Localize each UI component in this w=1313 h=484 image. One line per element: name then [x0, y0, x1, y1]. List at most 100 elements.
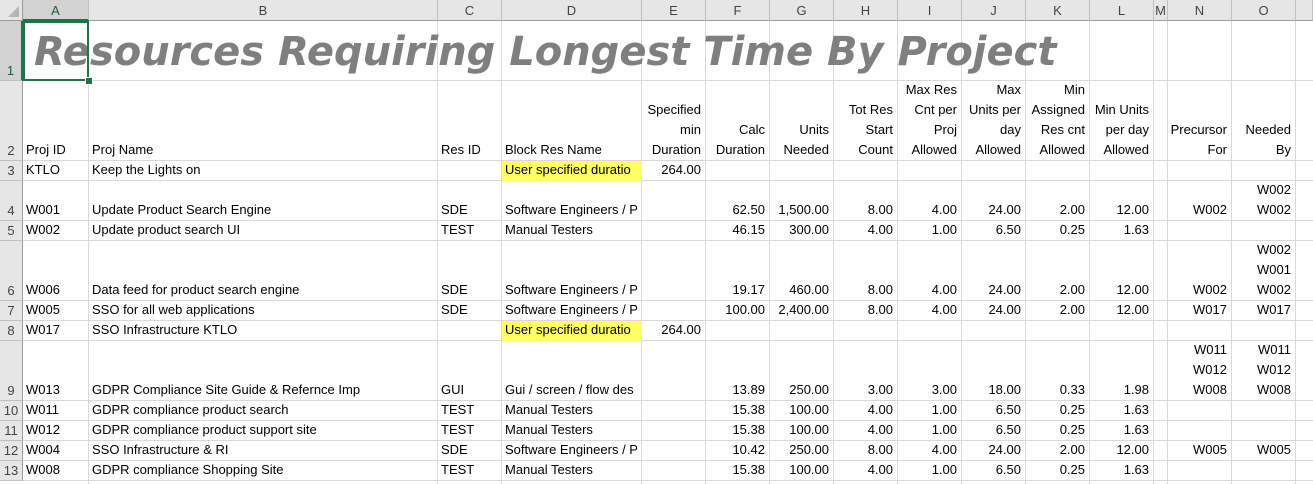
cell-e3[interactable]: 264.00 — [642, 161, 706, 181]
cell-a12[interactable]: W004 — [23, 441, 89, 461]
cell-a7[interactable]: W005 — [23, 301, 89, 321]
cell-l9[interactable]: 1.98 — [1090, 341, 1154, 401]
cell-j4[interactable]: 24.00 — [962, 181, 1026, 221]
select-all-corner[interactable] — [0, 0, 23, 21]
cell-f5[interactable]: 46.15 — [706, 221, 770, 241]
cell-i7[interactable]: 4.00 — [898, 301, 962, 321]
cell-d4[interactable]: Software Engineers / P — [502, 181, 642, 221]
row-header-1[interactable]: 1 — [0, 21, 23, 81]
cell-f12[interactable]: 10.42 — [706, 441, 770, 461]
cell-n9[interactable]: W011 W012 W008 — [1168, 341, 1232, 401]
cell-m2[interactable] — [1154, 81, 1168, 161]
cell-a6[interactable]: W006 — [23, 241, 89, 301]
cell-i11[interactable]: 1.00 — [898, 421, 962, 441]
cell-d3[interactable]: User specified duratio — [502, 161, 642, 181]
cell-c4[interactable]: SDE — [438, 181, 502, 221]
column-header-a[interactable]: A — [23, 0, 89, 21]
cell-l4[interactable]: 12.00 — [1090, 181, 1154, 221]
cell-h13[interactable]: 4.00 — [834, 461, 898, 481]
cell-h5[interactable]: 4.00 — [834, 221, 898, 241]
cell-g5[interactable]: 300.00 — [770, 221, 834, 241]
cell-d10[interactable]: Manual Testers — [502, 401, 642, 421]
cell-j5[interactable]: 6.50 — [962, 221, 1026, 241]
cell-j2[interactable]: Max Units per day Allowed — [962, 81, 1026, 161]
cell-a9[interactable]: W013 — [23, 341, 89, 401]
cell-h7[interactable]: 8.00 — [834, 301, 898, 321]
cell-b7[interactable]: SSO for all web applications — [89, 301, 438, 321]
column-header-e[interactable]: E — [642, 0, 706, 21]
cell-b3[interactable]: Keep the Lights on — [89, 161, 438, 181]
cell-k9[interactable]: 0.33 — [1026, 341, 1090, 401]
row-header-13[interactable]: 13 — [0, 461, 23, 481]
column-header-h[interactable]: H — [834, 0, 898, 21]
cell-n2[interactable]: Precursor For — [1168, 81, 1232, 161]
cell-i9[interactable]: 3.00 — [898, 341, 962, 401]
cell-l5[interactable]: 1.63 — [1090, 221, 1154, 241]
cell-c12[interactable]: SDE — [438, 441, 502, 461]
cell-e8[interactable]: 264.00 — [642, 321, 706, 341]
cell-i10[interactable]: 1.00 — [898, 401, 962, 421]
cell-h10[interactable]: 4.00 — [834, 401, 898, 421]
cell-k4[interactable]: 2.00 — [1026, 181, 1090, 221]
cell-g11[interactable]: 100.00 — [770, 421, 834, 441]
cell-c5[interactable]: TEST — [438, 221, 502, 241]
cell-d13[interactable]: Manual Testers — [502, 461, 642, 481]
cell-h9[interactable]: 3.00 — [834, 341, 898, 401]
cell-g12[interactable]: 250.00 — [770, 441, 834, 461]
cell-c10[interactable]: TEST — [438, 401, 502, 421]
row-header-11[interactable]: 11 — [0, 421, 23, 441]
cell-g6[interactable]: 460.00 — [770, 241, 834, 301]
cell-d11[interactable]: Manual Testers — [502, 421, 642, 441]
fill-handle[interactable] — [85, 77, 93, 85]
cell-j10[interactable]: 6.50 — [962, 401, 1026, 421]
cell-h12[interactable]: 8.00 — [834, 441, 898, 461]
cell-j6[interactable]: 24.00 — [962, 241, 1026, 301]
column-header-j[interactable]: J — [962, 0, 1026, 21]
cell-g2[interactable]: Units Needed — [770, 81, 834, 161]
cell-b4[interactable]: Update Product Search Engine — [89, 181, 438, 221]
row-header-9[interactable]: 9 — [0, 341, 23, 401]
cell-d9[interactable]: Gui / screen / flow des — [502, 341, 642, 401]
cell-l13[interactable]: 1.63 — [1090, 461, 1154, 481]
cell-o4[interactable]: W002 W002 — [1232, 181, 1296, 221]
cell-g9[interactable]: 250.00 — [770, 341, 834, 401]
cell-f4[interactable]: 62.50 — [706, 181, 770, 221]
cell-l6[interactable]: 12.00 — [1090, 241, 1154, 301]
cell-j12[interactable]: 24.00 — [962, 441, 1026, 461]
cell-b10[interactable]: GDPR compliance product search — [89, 401, 438, 421]
cell-i12[interactable]: 4.00 — [898, 441, 962, 461]
column-header-l[interactable]: L — [1090, 0, 1154, 21]
cell-d2[interactable]: Block Res Name — [502, 81, 642, 161]
cell-l11[interactable]: 1.63 — [1090, 421, 1154, 441]
sheet-title[interactable]: Resources Requiring Longest Time By Proj… — [34, 29, 1057, 75]
cell-c7[interactable]: SDE — [438, 301, 502, 321]
cell-k2[interactable]: Min Assigned Res cnt Allowed — [1026, 81, 1090, 161]
cell-f7[interactable]: 100.00 — [706, 301, 770, 321]
cell-f13[interactable]: 15.38 — [706, 461, 770, 481]
cell-i5[interactable]: 1.00 — [898, 221, 962, 241]
column-header-o[interactable]: O — [1232, 0, 1296, 21]
cell-b13[interactable]: GDPR compliance Shopping Site — [89, 461, 438, 481]
cell-a11[interactable]: W012 — [23, 421, 89, 441]
cell-f2[interactable]: Calc Duration — [706, 81, 770, 161]
cell-c2[interactable]: Res ID — [438, 81, 502, 161]
cell-a4[interactable]: W001 — [23, 181, 89, 221]
cell-b11[interactable]: GDPR compliance product support site — [89, 421, 438, 441]
cell-d6[interactable]: Software Engineers / P — [502, 241, 642, 301]
column-header-m[interactable]: M — [1154, 0, 1168, 21]
row-header-2[interactable]: 2 — [0, 81, 23, 161]
cell-i4[interactable]: 4.00 — [898, 181, 962, 221]
column-header-g[interactable]: G — [770, 0, 834, 21]
cell-k13[interactable]: 0.25 — [1026, 461, 1090, 481]
row-header-7[interactable]: 7 — [0, 301, 23, 321]
cell-c6[interactable]: SDE — [438, 241, 502, 301]
cell-k10[interactable]: 0.25 — [1026, 401, 1090, 421]
cell-l12[interactable]: 12.00 — [1090, 441, 1154, 461]
cell-f6[interactable]: 19.17 — [706, 241, 770, 301]
row-header-10[interactable]: 10 — [0, 401, 23, 421]
cell-h4[interactable]: 8.00 — [834, 181, 898, 221]
cell-o2[interactable]: Needed By — [1232, 81, 1296, 161]
cell-k7[interactable]: 2.00 — [1026, 301, 1090, 321]
cell-l10[interactable]: 1.63 — [1090, 401, 1154, 421]
cell-g13[interactable]: 100.00 — [770, 461, 834, 481]
